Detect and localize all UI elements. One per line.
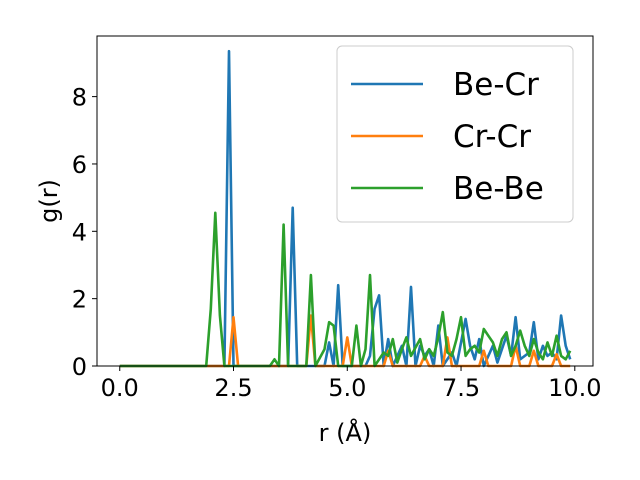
x-tick-label: 10.0 bbox=[548, 374, 601, 402]
x-axis-label: r (Å) bbox=[319, 418, 372, 447]
x-tick-label: 5.0 bbox=[328, 374, 366, 402]
y-tick-label: 2 bbox=[72, 286, 87, 314]
legend-label: Cr-Cr bbox=[453, 119, 531, 155]
legend-label: Be-Cr bbox=[453, 67, 539, 103]
y-axis: 0 2 4 6 8 bbox=[72, 84, 97, 381]
series-line-be-cr bbox=[119, 49, 572, 368]
x-tick-label: 7.5 bbox=[442, 374, 480, 402]
x-tick-label: 2.5 bbox=[214, 374, 252, 402]
x-axis: 0.0 2.5 5.0 7.5 10.0 bbox=[101, 366, 602, 402]
y-tick-label: 0 bbox=[72, 353, 87, 381]
plot-frame bbox=[96, 35, 594, 367]
series-line-be-be bbox=[119, 211, 572, 368]
y-tick-label: 6 bbox=[72, 151, 87, 179]
y-axis-label: g(r) bbox=[35, 179, 63, 223]
legend: Be-Cr Cr-Cr Be-Be bbox=[336, 45, 574, 223]
y-tick-label: 8 bbox=[72, 84, 87, 112]
y-tick-label: 4 bbox=[72, 218, 87, 246]
legend-label: Be-Be bbox=[453, 171, 544, 207]
legend-box bbox=[336, 45, 574, 223]
x-tick-label: 0.0 bbox=[101, 374, 139, 402]
